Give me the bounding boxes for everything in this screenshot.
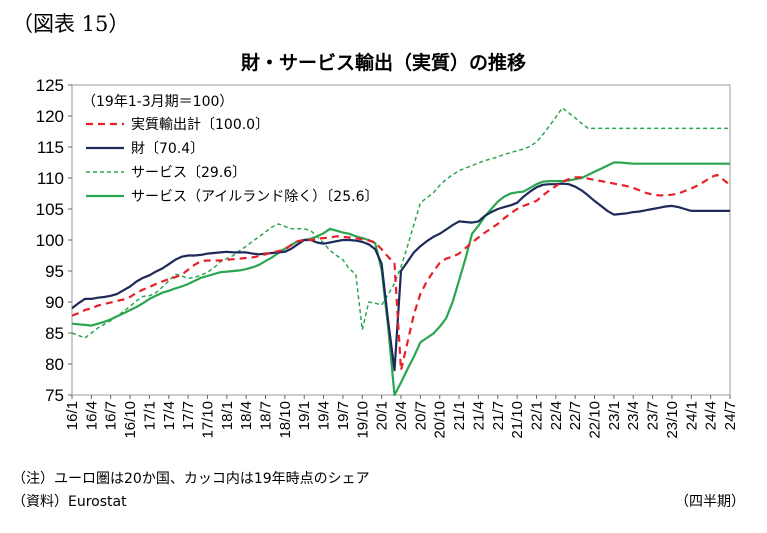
legend-label-0: 実質輸出計〔100.0〕 — [131, 117, 269, 133]
y-tick-label: 85 — [45, 324, 64, 343]
y-tick-label: 110 — [37, 169, 64, 188]
y-tick-label: 95 — [45, 262, 64, 281]
x-tick-label: 23/4 — [625, 401, 642, 430]
y-axis: 75 80 85 90 95 100 105 110 115 120 125 — [36, 76, 72, 405]
x-tick-label: 18/4 — [238, 401, 255, 430]
y-tick-label: 75 — [45, 386, 64, 405]
x-tick-label: 18/1 — [219, 401, 236, 430]
x-tick-label: 24/7 — [722, 401, 739, 430]
x-tick-label: 20/4 — [393, 401, 410, 430]
series-line-1 — [71, 182, 730, 372]
source-note: （資料）Eurostat — [12, 494, 127, 510]
y-tick-label: 80 — [45, 355, 64, 374]
y-tick-label: 105 — [36, 200, 64, 219]
x-tick-label: 22/10 — [587, 401, 604, 439]
x-tick-label: 21/1 — [451, 401, 468, 430]
x-tick-label: 19/1 — [296, 401, 313, 430]
x-tick-label: 22/4 — [548, 401, 565, 430]
y-tick-label: 125 — [36, 76, 64, 95]
y-tick-label: 100 — [36, 231, 64, 250]
x-tick-label: 24/4 — [703, 401, 720, 430]
y-tick-label: 120 — [36, 107, 64, 126]
period-label: （四半期） — [675, 494, 745, 510]
x-tick-label: 24/1 — [683, 401, 700, 430]
x-tick-label: 23/7 — [645, 401, 662, 430]
x-tick-label: 16/7 — [103, 401, 120, 430]
x-tick-label: 19/7 — [335, 401, 352, 430]
x-tick-label: 17/4 — [161, 401, 178, 430]
x-tick-label: 16/10 — [122, 401, 139, 439]
x-tick-label: 22/1 — [528, 401, 545, 430]
chart-title: 財・サービス輸出（実質）の推移 — [240, 52, 526, 74]
x-tick-label: 22/7 — [567, 401, 584, 430]
legend-label-2: サービス〔29.6〕 — [131, 165, 246, 181]
legend: （19年1-3月期＝100） 実質輸出計〔100.0〕財〔70.4〕サービス〔2… — [82, 94, 378, 205]
y-tick-label: 115 — [37, 138, 64, 157]
footnote: （注）ユーロ圏は20か国、カッコ内は19年時点のシェア — [12, 471, 370, 487]
series-line-2 — [71, 107, 730, 339]
x-tick-label: 20/7 — [412, 401, 429, 430]
x-axis: 16/1 16/4 16/7 16/10 17/1 17/4 17/7 17/10 18/1 18… — [64, 395, 739, 439]
x-tick-label: 23/10 — [664, 401, 681, 439]
y-tick-label: 90 — [45, 293, 64, 312]
series-line-3 — [71, 161, 730, 397]
series-lines — [71, 107, 731, 397]
legend-label-3: サービス（アイルランド除く）〔25.6〕 — [131, 189, 378, 205]
x-tick-label: 17/10 — [199, 401, 216, 439]
x-tick-label: 19/10 — [354, 401, 371, 439]
x-tick-label: 23/1 — [606, 401, 623, 430]
x-tick-label: 19/4 — [316, 401, 333, 430]
x-tick-label: 21/10 — [509, 401, 526, 439]
x-tick-label: 21/4 — [470, 401, 487, 430]
x-tick-label: 17/7 — [180, 401, 197, 430]
chart-subtitle: （19年1-3月期＝100） — [82, 94, 233, 110]
x-tick-label: 16/1 — [64, 401, 81, 430]
legend-label-1: 財〔70.4〕 — [131, 141, 204, 157]
x-tick-label: 20/1 — [374, 401, 391, 430]
x-tick-label: 20/10 — [432, 401, 449, 439]
x-tick-label: 17/1 — [141, 401, 158, 430]
figure-label: （図表 15） — [12, 12, 130, 36]
x-tick-label: 16/4 — [83, 401, 100, 430]
x-tick-label: 18/10 — [277, 401, 294, 439]
x-tick-label: 21/7 — [490, 401, 507, 430]
x-tick-label: 18/7 — [258, 401, 275, 430]
